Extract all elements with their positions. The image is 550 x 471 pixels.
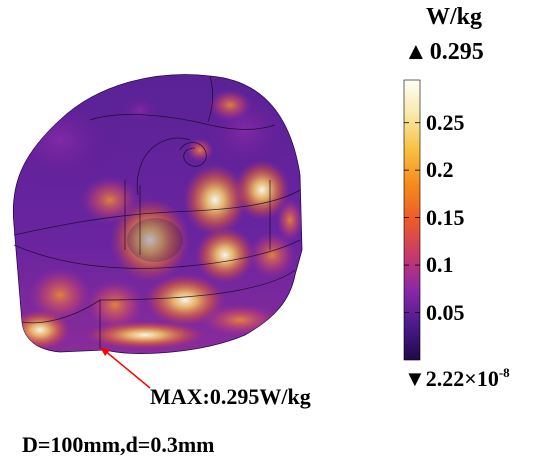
max-annotation-label: MAX:0.295W/kg — [150, 384, 311, 409]
inner-structure — [127, 218, 183, 262]
legend-max-number: 0.295 — [429, 39, 484, 65]
colorbar-tick-label: 0.25 — [426, 109, 465, 135]
legend-min-number: 2.22×10 — [425, 366, 499, 391]
legend-max-value: ▲ 0.295 — [404, 39, 484, 65]
legend-min-value: ▼2.22×10-8 — [404, 365, 510, 391]
model-edges — [13, 75, 301, 348]
model-body — [12, 74, 303, 354]
colorbar-fill — [403, 79, 421, 361]
colorbar-tick-marks — [404, 122, 420, 313]
colorbar-tick-label: 0.2 — [426, 157, 454, 183]
colorbar-tick-label: 0.15 — [426, 204, 465, 230]
figure-caption: D=100mm,d=0.3mm — [22, 432, 215, 457]
sar-hotspots — [13, 85, 303, 350]
legend-unit: W/kg — [426, 4, 483, 30]
colorbar-tick-label: 0.1 — [426, 252, 454, 278]
colorbar-tick-label: 0.05 — [426, 299, 465, 325]
max-arrow — [100, 347, 151, 389]
colorbar — [403, 79, 421, 361]
legend-min-exponent: -8 — [498, 365, 510, 380]
